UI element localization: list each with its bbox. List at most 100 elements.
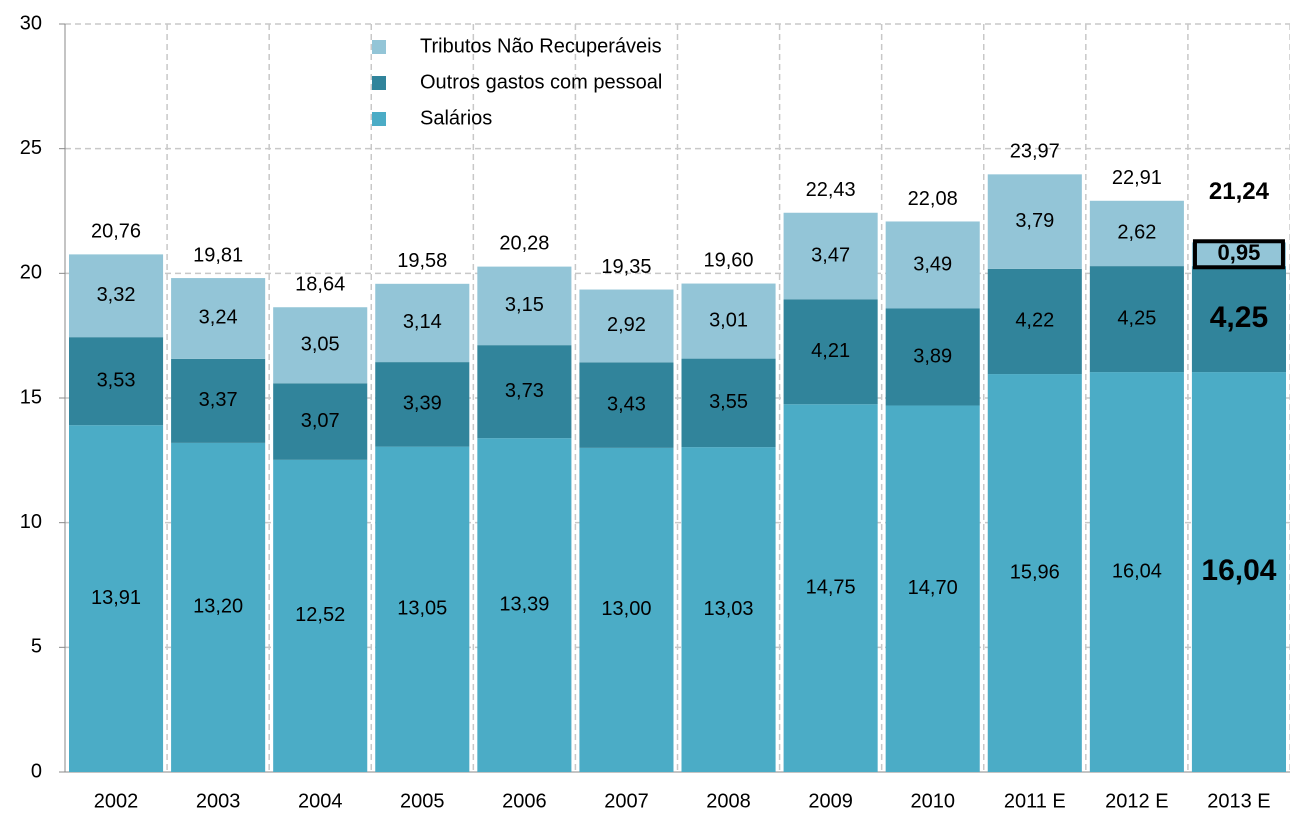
y-tick-label: 5 <box>31 636 42 658</box>
bar-segment <box>1191 242 1286 267</box>
data-label: 3,43 <box>607 393 646 415</box>
bar-segment <box>273 383 368 460</box>
total-label: 19,58 <box>397 250 447 272</box>
x-tick-label: 2012 E <box>1105 790 1168 812</box>
data-label: 3,89 <box>913 345 952 367</box>
data-label: 3,73 <box>505 380 544 402</box>
data-label: 3,05 <box>301 334 340 356</box>
x-tick-label: 2002 <box>94 790 139 812</box>
data-label: 0,95 <box>1218 240 1261 265</box>
data-label: 3,79 <box>1015 210 1054 232</box>
total-label: 19,60 <box>704 250 754 272</box>
data-label: 12,52 <box>295 604 345 626</box>
total-label: 23,97 <box>1010 141 1060 163</box>
data-label: 13,03 <box>704 598 754 620</box>
data-label: 3,47 <box>811 244 850 266</box>
x-tick-label: 2008 <box>706 790 751 812</box>
data-label: 3,24 <box>199 307 238 329</box>
data-label: 13,20 <box>193 596 243 618</box>
bar-segment <box>885 308 980 406</box>
bar-segment <box>1089 266 1184 373</box>
data-label: 3,53 <box>97 369 136 391</box>
total-label: 22,91 <box>1112 167 1162 189</box>
x-tick-label: 2004 <box>298 790 343 812</box>
bar-segment <box>783 212 878 300</box>
data-label: 3,32 <box>97 284 136 306</box>
total-label: 18,64 <box>295 274 345 296</box>
data-label: 3,49 <box>913 253 952 275</box>
legend-label: Outros gastos com pessoal <box>420 71 662 93</box>
data-label: 16,04 <box>1201 554 1276 587</box>
bar-segment <box>1191 372 1286 772</box>
data-label: 4,25 <box>1210 301 1268 334</box>
total-label: 21,24 <box>1209 178 1270 205</box>
bar-segment <box>783 404 878 772</box>
x-tick-label: 2013 E <box>1207 790 1270 812</box>
bar-segment <box>681 447 776 772</box>
legend-swatch <box>372 40 386 54</box>
bar-segment <box>69 254 164 338</box>
y-tick-label: 25 <box>20 137 42 159</box>
data-label: 13,39 <box>499 593 549 615</box>
x-tick-label: 2007 <box>604 790 649 812</box>
bar-segment <box>1089 372 1184 772</box>
bar-segment <box>987 374 1082 772</box>
bar-segment <box>987 174 1082 269</box>
data-label: 13,00 <box>601 598 651 620</box>
data-label: 3,55 <box>709 391 748 413</box>
total-label: 19,81 <box>193 244 243 266</box>
bar-segment <box>375 446 470 772</box>
data-label: 2,62 <box>1117 222 1156 244</box>
bar-segment <box>579 447 674 772</box>
data-label: 14,70 <box>908 577 958 599</box>
bar-segment <box>69 425 164 772</box>
data-label: 3,39 <box>403 393 442 415</box>
highlight-box <box>1192 239 1285 270</box>
bar-segment <box>477 345 572 439</box>
x-tick-label: 2003 <box>196 790 241 812</box>
x-tick-label: 2005 <box>400 790 445 812</box>
y-tick-label: 30 <box>20 12 42 34</box>
bar-segment <box>171 442 266 772</box>
data-label: 13,05 <box>397 598 447 620</box>
bar-segment <box>783 299 878 405</box>
data-label: 2,92 <box>607 314 646 336</box>
y-tick-label: 0 <box>31 760 42 782</box>
bar-segment <box>171 278 266 359</box>
legend-label: Tributos Não Recuperáveis <box>420 35 662 57</box>
bar-segment <box>69 337 164 426</box>
total-label: 20,76 <box>91 221 141 243</box>
bar-segment <box>579 289 674 363</box>
bar-segment <box>1191 266 1286 373</box>
data-label: 13,91 <box>91 587 141 609</box>
bar-segment <box>171 358 266 443</box>
data-label: 15,96 <box>1010 561 1060 583</box>
bar-segment <box>681 358 776 448</box>
legend-label: Salários <box>420 107 492 129</box>
data-label: 3,15 <box>505 294 544 316</box>
data-label: 4,22 <box>1015 310 1054 332</box>
y-tick-label: 10 <box>20 511 42 533</box>
data-label: 4,25 <box>1117 307 1156 329</box>
bar-segment <box>885 221 980 309</box>
data-label: 3,37 <box>199 389 238 411</box>
bar-segment <box>477 438 572 772</box>
x-tick-label: 2006 <box>502 790 547 812</box>
data-label: 3,01 <box>709 309 748 331</box>
bar-segment <box>375 362 470 447</box>
y-tick-label: 15 <box>20 386 42 408</box>
total-label: 22,08 <box>908 188 958 210</box>
y-tick-label: 20 <box>20 262 42 284</box>
x-tick-label: 2011 E <box>1004 790 1066 812</box>
total-label: 19,35 <box>601 256 651 278</box>
bar-segment <box>885 405 980 772</box>
bar-segment <box>579 362 674 448</box>
bar-segment <box>273 459 368 772</box>
data-label: 14,75 <box>806 576 856 598</box>
data-label: 4,21 <box>811 340 850 362</box>
legend-swatch <box>372 112 386 126</box>
x-tick-label: 2010 <box>910 790 955 812</box>
bar-segment <box>1089 200 1184 267</box>
data-label: 16,04 <box>1112 560 1162 582</box>
